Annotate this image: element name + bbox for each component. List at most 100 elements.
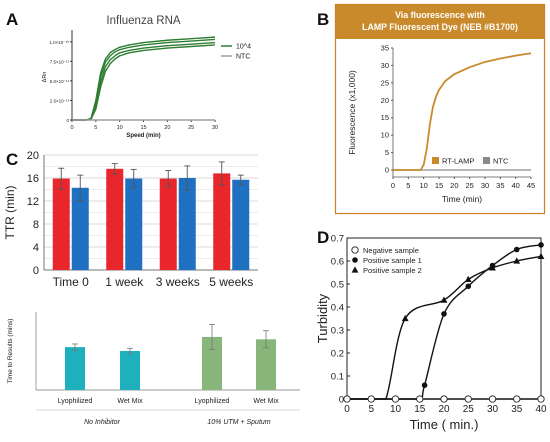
chart-d-y-tick-label: 0.4 — [331, 303, 344, 314]
panel-c-bottom: Time to Results (mins) Lyophilized Wet Mix… — [0, 300, 320, 440]
chart-b-legend-label: NTC — [493, 157, 509, 166]
chart-b-x-axis-label: Time (min) — [442, 194, 482, 204]
chart-b-x-tick-label: 40 — [511, 181, 519, 190]
chart-b-x-tick-label: 5 — [406, 181, 410, 190]
chart-c1-bar — [178, 178, 196, 270]
chart-c2-bar — [120, 351, 140, 390]
chart-b-header-bar — [336, 5, 544, 39]
chart-c1-y-tick-label: 20 — [27, 150, 39, 162]
chart-c2-bar — [256, 339, 276, 390]
chart-d-legend-label: Positive sample 2 — [363, 266, 422, 275]
chart-d-x-tick-label: 0 — [344, 404, 350, 415]
chart-d-x-tick-label: 40 — [535, 404, 547, 415]
chart-c2-group-label: 10% UTM + Sputum — [207, 419, 270, 426]
chart-a-x-tick-label: 0 — [70, 125, 73, 131]
chart-b-header-line: LAMP Fluorescent Dye (NEB #B1700) — [362, 22, 518, 32]
chart-b-legend-label: RT-LAMP — [442, 157, 474, 166]
chart-d-marker-open-circle — [513, 395, 521, 403]
chart-d-x-axis-label: Time ( min.) — [410, 417, 479, 432]
chart-c1-category-label: 1 week — [105, 275, 144, 289]
chart-d-y-tick-label: 0.3 — [331, 326, 344, 337]
panel-d: 0 5 10 15 20 25 30 35 40 0 0.1 0.2 0.3 0.4 0.5 0.6 0.7 Ti… — [315, 218, 550, 442]
chart-c1-y-tick-label: 12 — [27, 196, 39, 208]
chart-a-series-line — [72, 44, 216, 121]
chart-d-y-tick-label: 0 — [339, 395, 344, 406]
chart-d-series-line — [346, 255, 542, 400]
chart-a-svg: Influenza RNA 0 5 10 15 20 25 30 0 2.5×10⁻¹¹ 5.0×1… — [42, 15, 251, 139]
chart-b-y-tick-label: 25 — [381, 78, 389, 87]
chart-d-marker-triangle — [489, 264, 496, 271]
chart-b-frame — [334, 3, 546, 215]
chart-c1-y-tick-label: 16 — [27, 173, 39, 185]
chart-a-y-tick-label: 1.0×10⁻¹⁰ — [49, 40, 69, 45]
panel-label-a: A — [6, 10, 19, 29]
chart-c2-bar — [202, 336, 222, 390]
chart-b-x-tick-label: 15 — [435, 181, 443, 190]
chart-d-y-tick-label: 0.2 — [331, 349, 344, 360]
chart-d-x-tick-label: 30 — [487, 404, 499, 415]
chart-c1-bar — [232, 179, 250, 270]
chart-d-marker-filled-circle — [538, 242, 544, 248]
chart-d-y-tick-label: 0.5 — [331, 280, 344, 291]
chart-d-marker-filled-circle — [465, 283, 472, 290]
chart-a-y-tick-label: 7.5×10⁻¹¹ — [50, 59, 70, 64]
chart-d-svg: 0 5 10 15 20 25 30 35 40 0 0.1 0.2 0.3 0.4 0.5 0.6 0.7 Ti… — [315, 234, 547, 433]
chart-c1-bar — [125, 178, 143, 270]
chart-a-y-tick-label: 5.0×10⁻¹¹ — [50, 79, 70, 84]
chart-c1-category-label: Time 0 — [53, 275, 90, 289]
chart-c1-bar — [159, 178, 177, 270]
chart-c-top-svg: 0 4 8 12 16 20 TTR (min) Time 0 1 week 3 weeks 5 w… — [3, 150, 258, 289]
chart-d-y-tick-label: 0.1 — [331, 372, 344, 383]
chart-a-x-tick-label: 5 — [94, 125, 97, 131]
chart-a-x-tick-label: 30 — [212, 125, 218, 131]
chart-c2-group-label: No Inhibitor — [84, 419, 120, 426]
chart-b-x-tick-label: 25 — [465, 181, 473, 190]
chart-d-marker-open-circle — [367, 395, 375, 403]
chart-d-marker-open-circle — [391, 395, 400, 403]
panel-b: Via fluorescence with LAMP Fluorescent Dy… — [334, 3, 546, 215]
chart-c1-bar — [106, 168, 124, 270]
chart-d-x-tick-label: 5 — [368, 404, 374, 415]
chart-d-marker-open-circle — [440, 395, 448, 403]
chart-b-header-line: Via fluorescence with — [395, 10, 485, 20]
chart-a-x-tick-label: 10 — [117, 125, 123, 131]
chart-b-x-tick-label: 30 — [481, 181, 489, 190]
panel-label-b: B — [317, 10, 330, 29]
chart-c2-category-label: Lyophilized — [58, 398, 93, 405]
chart-d-marker-triangle — [464, 275, 472, 282]
chart-c1-y-tick-label: 8 — [33, 219, 39, 231]
chart-a-legend-label: NTC — [236, 54, 250, 61]
chart-d-marker-filled-circle — [513, 246, 520, 253]
chart-c2-category-label: Lyophilized — [195, 398, 230, 405]
chart-a-series-line — [72, 36, 216, 121]
chart-c2-bar — [65, 347, 85, 390]
chart-c1-bar — [213, 173, 231, 270]
chart-d-y-tick-label: 0.7 — [331, 234, 344, 245]
chart-b-x-tick-label: 45 — [527, 181, 535, 190]
chart-d-marker-triangle — [537, 252, 545, 259]
chart-d-marker-open-circle — [537, 395, 545, 403]
panel-label-c: C — [6, 150, 19, 169]
chart-c1-bar — [71, 187, 89, 270]
chart-d-x-tick-label: 35 — [511, 404, 523, 415]
chart-d-y-axis-label: Turbidity — [315, 293, 330, 343]
chart-b-legend-swatch — [483, 157, 490, 164]
panel-label-d: D — [317, 228, 330, 247]
chart-c1-y-tick-label: 0 — [33, 265, 39, 277]
chart-c2-category-label: Wet Mix — [253, 398, 279, 405]
chart-c1-bar — [52, 178, 70, 270]
chart-b-x-tick-label: 35 — [496, 181, 504, 190]
chart-d-x-tick-label: 15 — [414, 404, 426, 415]
chart-d-marker-triangle — [440, 296, 448, 303]
chart-d-marker-open-circle — [488, 395, 497, 403]
chart-a-legend-label: 10^4 — [236, 44, 251, 51]
chart-a-x-axis-label: Speed (min) — [126, 133, 160, 139]
chart-b-x-tick-label: 10 — [419, 181, 427, 190]
chart-c2-category-label: Wet Mix — [117, 398, 143, 405]
chart-d-marker-filled-circle — [421, 382, 428, 388]
chart-a-x-tick-label: 25 — [188, 125, 194, 131]
chart-d-x-tick-label: 25 — [463, 404, 475, 415]
chart-d-marker-open-circle — [343, 395, 351, 403]
chart-d-marker-filled-circle — [352, 257, 358, 263]
chart-c-bottom-svg: Time to Results (mins) Lyophilized Wet Mix… — [7, 312, 300, 426]
